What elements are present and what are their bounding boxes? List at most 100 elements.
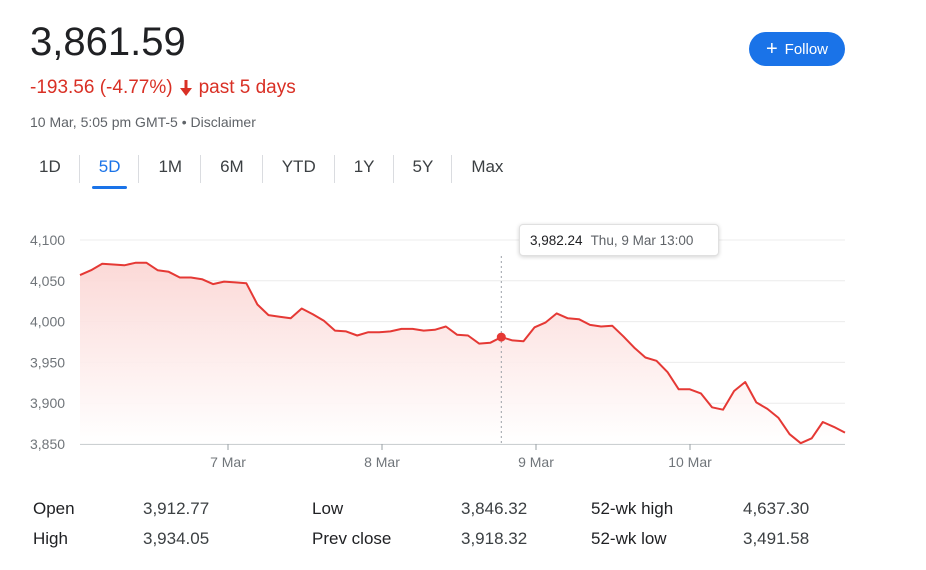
tab-5y[interactable]: 5Y bbox=[394, 148, 453, 186]
data-point[interactable] bbox=[775, 415, 781, 421]
stat-label-prev-close: Prev close bbox=[312, 529, 392, 548]
data-point[interactable] bbox=[132, 260, 138, 266]
hover-point bbox=[496, 332, 506, 342]
stat-value-open: 3,912.77 bbox=[143, 499, 210, 518]
data-point[interactable] bbox=[676, 386, 682, 392]
data-point[interactable] bbox=[798, 440, 804, 446]
y-tick-label: 3,950 bbox=[30, 354, 65, 370]
data-point[interactable] bbox=[565, 315, 571, 321]
stat-value-prev-close: 3,918.32 bbox=[461, 529, 528, 548]
data-point[interactable] bbox=[110, 261, 116, 267]
tab-label: 1D bbox=[39, 157, 61, 176]
data-point[interactable] bbox=[365, 329, 371, 335]
tooltip-time: Thu, 9 Mar 13:00 bbox=[590, 232, 694, 248]
data-point[interactable] bbox=[77, 272, 83, 278]
data-point[interactable] bbox=[764, 406, 770, 412]
data-point[interactable] bbox=[532, 324, 538, 330]
data-point[interactable] bbox=[265, 312, 271, 318]
data-point[interactable] bbox=[742, 379, 748, 385]
stat-label-high: High bbox=[33, 529, 68, 548]
data-point[interactable] bbox=[576, 316, 582, 322]
data-point[interactable] bbox=[221, 279, 227, 285]
data-point[interactable] bbox=[665, 369, 671, 375]
data-point[interactable] bbox=[177, 275, 183, 281]
data-point[interactable] bbox=[842, 430, 848, 436]
data-point[interactable] bbox=[376, 329, 382, 335]
tab-max[interactable]: Max bbox=[452, 148, 522, 186]
data-point[interactable] bbox=[199, 276, 205, 282]
data-point[interactable] bbox=[399, 326, 405, 332]
data-point[interactable] bbox=[354, 332, 360, 338]
data-point[interactable] bbox=[465, 332, 471, 338]
chart-tooltip: 3,982.24 Thu, 9 Mar 13:00 bbox=[519, 224, 719, 256]
data-point[interactable] bbox=[299, 306, 305, 312]
data-point[interactable] bbox=[232, 279, 238, 285]
data-point[interactable] bbox=[820, 419, 826, 425]
data-point[interactable] bbox=[753, 399, 759, 405]
data-point[interactable] bbox=[631, 345, 637, 351]
data-point[interactable] bbox=[155, 267, 161, 273]
data-point[interactable] bbox=[620, 333, 626, 339]
data-point[interactable] bbox=[310, 311, 316, 317]
data-point[interactable] bbox=[332, 328, 338, 334]
data-point[interactable] bbox=[698, 390, 704, 396]
data-point[interactable] bbox=[121, 262, 127, 268]
price-line bbox=[79, 261, 846, 445]
data-point[interactable] bbox=[321, 318, 327, 324]
data-point[interactable] bbox=[99, 261, 105, 267]
data-point[interactable] bbox=[654, 358, 660, 364]
arrow-down-icon bbox=[179, 80, 192, 96]
data-point[interactable] bbox=[509, 337, 515, 343]
tab-ytd[interactable]: YTD bbox=[263, 148, 335, 186]
data-point[interactable] bbox=[144, 260, 150, 266]
price-change: -193.56 (-4.77%) past 5 days bbox=[30, 76, 296, 100]
tab-1y[interactable]: 1Y bbox=[335, 148, 394, 186]
data-point[interactable] bbox=[554, 310, 560, 316]
data-point[interactable] bbox=[476, 341, 482, 347]
data-point[interactable] bbox=[254, 301, 260, 307]
data-point[interactable] bbox=[210, 281, 216, 287]
data-point[interactable] bbox=[709, 404, 715, 410]
data-point[interactable] bbox=[277, 314, 283, 320]
tab-5d[interactable]: 5D bbox=[80, 148, 140, 189]
stat-value-52wk-low: 3,491.58 bbox=[743, 529, 810, 548]
data-point[interactable] bbox=[543, 319, 549, 325]
data-point[interactable] bbox=[487, 340, 493, 346]
data-point[interactable] bbox=[642, 355, 648, 361]
data-point[interactable] bbox=[587, 322, 593, 328]
data-point[interactable] bbox=[809, 435, 815, 441]
tab-1m[interactable]: 1M bbox=[139, 148, 201, 186]
data-point[interactable] bbox=[609, 323, 615, 329]
data-point[interactable] bbox=[343, 328, 349, 334]
data-point[interactable] bbox=[166, 269, 172, 275]
data-point[interactable] bbox=[421, 328, 427, 334]
data-point[interactable] bbox=[432, 327, 438, 333]
tab-6m[interactable]: 6M bbox=[201, 148, 263, 186]
tab-label: 6M bbox=[220, 157, 244, 176]
data-point[interactable] bbox=[387, 328, 393, 334]
data-point[interactable] bbox=[831, 424, 837, 430]
timestamp-disclaimer[interactable]: 10 Mar, 5:05 pm GMT-5 • Disclaimer bbox=[30, 114, 256, 130]
data-point[interactable] bbox=[598, 323, 604, 329]
data-point[interactable] bbox=[188, 275, 194, 281]
stats-row: High 3,934.05 Prev close 3,918.32 52-wk … bbox=[33, 527, 833, 557]
data-point[interactable] bbox=[243, 280, 249, 286]
current-price: 3,861.59 bbox=[30, 20, 186, 64]
data-point[interactable] bbox=[520, 338, 526, 344]
data-point[interactable] bbox=[498, 334, 504, 340]
tab-1d[interactable]: 1D bbox=[20, 148, 80, 186]
data-point[interactable] bbox=[288, 315, 294, 321]
price-chart[interactable]: 4,100 4,050 4,000 3,950 3,900 3,850 7 Mar 8 Mar… bbox=[0, 215, 926, 480]
x-tick-label: 7 Mar bbox=[210, 454, 246, 470]
data-point[interactable] bbox=[410, 326, 416, 332]
data-point[interactable] bbox=[731, 388, 737, 394]
data-point[interactable] bbox=[454, 332, 460, 338]
price-area bbox=[80, 262, 845, 444]
data-point[interactable] bbox=[787, 431, 793, 437]
data-point[interactable] bbox=[720, 407, 726, 413]
stat-value-low: 3,846.32 bbox=[461, 499, 528, 518]
data-point[interactable] bbox=[443, 323, 449, 329]
follow-button[interactable]: + Follow bbox=[749, 32, 845, 66]
data-point[interactable] bbox=[687, 386, 693, 392]
data-point[interactable] bbox=[88, 267, 94, 273]
